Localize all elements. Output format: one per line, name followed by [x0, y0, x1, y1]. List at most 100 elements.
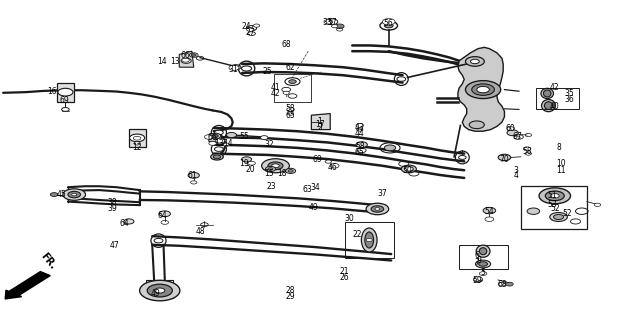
Bar: [536, 88, 579, 109]
Circle shape: [155, 288, 165, 293]
Circle shape: [58, 88, 73, 96]
Text: 62: 62: [286, 63, 296, 72]
Text: 60: 60: [506, 124, 516, 133]
Text: 61: 61: [187, 172, 197, 180]
Text: 7: 7: [474, 258, 479, 267]
Text: 4: 4: [513, 172, 518, 180]
Circle shape: [335, 24, 344, 28]
Circle shape: [289, 80, 296, 84]
Circle shape: [324, 20, 333, 24]
Circle shape: [63, 189, 86, 200]
Circle shape: [268, 162, 283, 170]
Circle shape: [272, 164, 279, 168]
Text: 25: 25: [262, 67, 272, 76]
Text: 45: 45: [57, 190, 67, 199]
Circle shape: [212, 134, 218, 138]
Circle shape: [485, 217, 494, 221]
Text: 58: 58: [286, 104, 296, 113]
Polygon shape: [179, 51, 194, 67]
Circle shape: [62, 108, 69, 111]
Text: 32: 32: [264, 140, 274, 149]
Circle shape: [483, 207, 496, 214]
Circle shape: [134, 142, 140, 145]
Text: 54: 54: [484, 207, 494, 216]
Circle shape: [268, 168, 273, 170]
Circle shape: [154, 238, 163, 243]
Text: 39: 39: [107, 204, 117, 213]
Text: 36: 36: [564, 95, 574, 104]
Circle shape: [130, 134, 145, 142]
Text: 6: 6: [474, 252, 479, 260]
Circle shape: [545, 191, 564, 201]
Circle shape: [216, 139, 225, 143]
Circle shape: [248, 32, 255, 36]
Text: 42: 42: [550, 83, 560, 92]
Text: 55: 55: [239, 132, 249, 141]
Text: 66: 66: [181, 51, 191, 60]
Text: 53: 53: [547, 200, 557, 209]
Text: 68: 68: [281, 40, 291, 49]
Circle shape: [356, 142, 367, 148]
Text: 47: 47: [109, 241, 120, 250]
Text: 44: 44: [355, 129, 365, 138]
Circle shape: [214, 147, 223, 151]
Text: 37: 37: [377, 189, 387, 198]
Text: 21: 21: [340, 267, 350, 276]
Text: 70: 70: [499, 155, 509, 164]
Text: 35: 35: [564, 89, 574, 98]
Text: 49: 49: [151, 289, 161, 298]
Circle shape: [253, 24, 260, 27]
Circle shape: [514, 136, 520, 139]
Circle shape: [288, 170, 293, 172]
Circle shape: [375, 208, 380, 210]
Circle shape: [229, 65, 239, 70]
Ellipse shape: [365, 232, 374, 248]
Circle shape: [515, 135, 523, 139]
Text: 10: 10: [556, 159, 566, 168]
Circle shape: [357, 128, 363, 131]
Text: 51: 51: [547, 191, 557, 200]
Text: 65: 65: [355, 148, 365, 157]
Text: 63: 63: [302, 185, 312, 194]
Text: 13: 13: [170, 57, 180, 66]
Ellipse shape: [479, 248, 487, 255]
Bar: [521, 186, 587, 229]
Text: 27: 27: [245, 28, 255, 37]
Circle shape: [401, 165, 416, 173]
Text: FR.: FR.: [39, 251, 58, 271]
Circle shape: [476, 260, 491, 268]
Text: 68: 68: [497, 280, 507, 289]
Circle shape: [371, 206, 384, 212]
Circle shape: [188, 172, 199, 178]
Bar: [345, 222, 394, 258]
Text: 48: 48: [195, 227, 205, 236]
Circle shape: [469, 121, 484, 129]
Polygon shape: [129, 129, 146, 147]
Circle shape: [507, 130, 518, 136]
Circle shape: [133, 136, 141, 140]
Text: 64: 64: [157, 211, 167, 220]
Text: 49: 49: [308, 203, 318, 212]
Circle shape: [470, 59, 479, 64]
Circle shape: [550, 212, 567, 221]
Ellipse shape: [545, 102, 552, 109]
Circle shape: [474, 277, 482, 281]
Text: 59: 59: [472, 276, 482, 285]
Polygon shape: [458, 47, 504, 131]
Ellipse shape: [541, 88, 554, 99]
Ellipse shape: [543, 90, 551, 97]
Circle shape: [247, 28, 254, 31]
Ellipse shape: [361, 228, 377, 252]
Circle shape: [287, 112, 294, 115]
Polygon shape: [57, 83, 74, 102]
Circle shape: [477, 86, 489, 93]
Circle shape: [479, 262, 487, 266]
Circle shape: [262, 159, 289, 173]
Circle shape: [539, 188, 571, 204]
Circle shape: [498, 282, 506, 286]
Polygon shape: [311, 114, 330, 130]
Circle shape: [50, 193, 58, 196]
Text: 34: 34: [311, 183, 321, 192]
Text: 33: 33: [322, 18, 332, 27]
Text: 28: 28: [286, 286, 296, 295]
